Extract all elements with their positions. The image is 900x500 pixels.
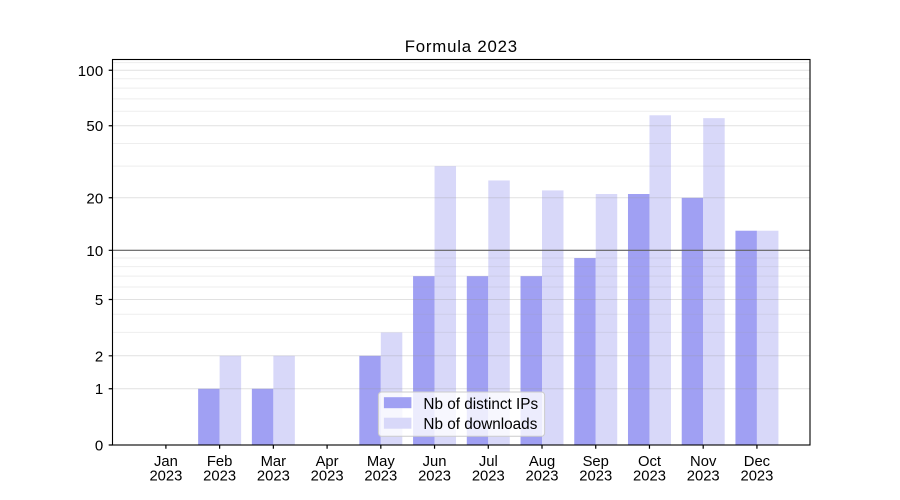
svg-text:Formula 2023: Formula 2023	[405, 37, 518, 56]
svg-text:2023: 2023	[526, 469, 559, 485]
svg-text:Feb: Feb	[207, 454, 233, 470]
svg-text:2023: 2023	[579, 469, 612, 485]
svg-text:2023: 2023	[418, 469, 451, 485]
svg-text:Apr: Apr	[316, 454, 339, 470]
svg-text:5: 5	[95, 292, 104, 309]
svg-text:Jun: Jun	[423, 454, 447, 470]
svg-text:Aug: Aug	[529, 454, 555, 470]
svg-text:2023: 2023	[687, 469, 720, 485]
svg-text:2023: 2023	[740, 469, 773, 485]
svg-text:Mar: Mar	[261, 454, 287, 470]
svg-text:Nov: Nov	[690, 454, 717, 470]
svg-text:2023: 2023	[311, 469, 344, 485]
svg-text:Nb of downloads: Nb of downloads	[423, 416, 537, 433]
svg-text:100: 100	[78, 63, 104, 80]
svg-text:2023: 2023	[472, 469, 505, 485]
svg-text:2023: 2023	[203, 469, 236, 485]
svg-text:1: 1	[95, 381, 104, 398]
svg-text:20: 20	[86, 190, 103, 207]
svg-text:Nb of distinct IPs: Nb of distinct IPs	[423, 396, 538, 413]
svg-text:2023: 2023	[364, 469, 397, 485]
svg-text:Jul: Jul	[479, 454, 498, 470]
svg-text:May: May	[367, 454, 396, 470]
svg-text:Dec: Dec	[744, 454, 771, 470]
svg-text:2023: 2023	[633, 469, 666, 485]
svg-text:Sep: Sep	[583, 454, 609, 470]
svg-text:2023: 2023	[257, 469, 290, 485]
svg-text:Oct: Oct	[638, 454, 661, 470]
svg-text:2: 2	[95, 348, 104, 365]
svg-text:0: 0	[95, 438, 104, 455]
svg-text:2023: 2023	[149, 469, 182, 485]
svg-text:Jan: Jan	[154, 454, 178, 470]
svg-text:50: 50	[86, 118, 103, 135]
svg-text:10: 10	[86, 243, 103, 260]
